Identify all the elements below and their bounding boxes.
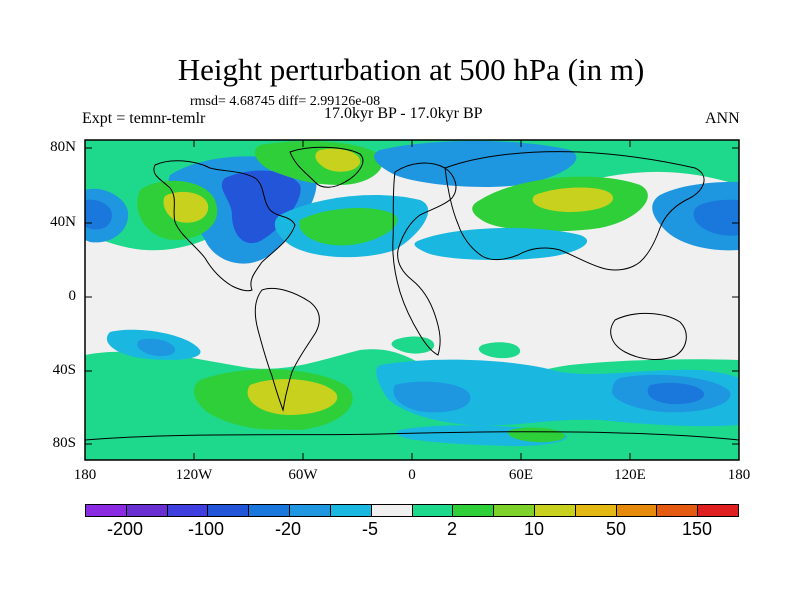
- experiment-label: Expt = temnr-temlr: [82, 110, 206, 127]
- equatorial-teal-b: [478, 342, 521, 359]
- colorbar-swatch: [616, 505, 658, 516]
- colorbar-swatch: [330, 505, 372, 516]
- colorbar-swatch: [86, 505, 127, 516]
- south-asia-blue: [414, 228, 588, 260]
- colorbar-swatch: [534, 505, 576, 516]
- longitude-tick-label: 120E: [614, 467, 646, 483]
- colorbar-swatch: [453, 505, 495, 516]
- season-label: ANN: [705, 110, 740, 127]
- north-pacific-east-dark: [693, 199, 739, 236]
- longitude-tick-label: 120W: [175, 467, 213, 483]
- longitude-tick-label: 0: [408, 467, 416, 483]
- north-america-dark-blue: [221, 170, 301, 244]
- longitude-tick-label: 180: [73, 467, 97, 483]
- antarctic-green: [508, 427, 566, 443]
- south-america-yellow: [247, 379, 338, 415]
- colorbar-swatch: [208, 505, 250, 516]
- south-america-coast: [254, 287, 320, 412]
- colorbar-swatch: [249, 505, 291, 516]
- colorbar-swatch: [167, 505, 209, 516]
- greenland-coast: [289, 146, 364, 188]
- map-title: Height perturbation at 500 hPa (in m): [177, 52, 645, 87]
- colorbar-label: 2: [446, 519, 457, 539]
- longitude-tick-label: 180: [727, 467, 751, 483]
- latitude-tick-label: 40N: [50, 214, 76, 230]
- colorbar-swatch: [371, 505, 413, 516]
- colorbar-label: 150: [681, 519, 713, 539]
- colorbar-swatch: [494, 505, 535, 516]
- australia-coast: [610, 312, 687, 360]
- colorbar-swatch: [290, 505, 331, 516]
- colorbar-swatch: [575, 505, 617, 516]
- greenland-yellow: [315, 148, 361, 172]
- colorbar-swatch: [412, 505, 454, 516]
- west-pacific-dark: [85, 199, 112, 230]
- north-america-coast: [153, 160, 296, 292]
- antarctica-coast: [85, 431, 739, 441]
- south-atlantic-blue: [393, 381, 471, 413]
- colorbar-label: -5: [361, 519, 378, 539]
- latitude-tick-label: 40S: [52, 362, 76, 378]
- europe-africa-coast: [392, 162, 457, 356]
- colorbar-swatch: [698, 505, 738, 516]
- colorbar-label: -200: [106, 519, 144, 539]
- colorbar-label: -20: [274, 519, 301, 539]
- colorbar: [85, 504, 739, 517]
- axis-ticks: [84, 140, 740, 460]
- latitude-tick-label: 0: [68, 288, 77, 304]
- latitude-tick-label: 80S: [52, 435, 76, 451]
- south-pacific-blue: [137, 338, 175, 357]
- indian-ocean-dark-blue: [647, 382, 705, 405]
- coastlines: [85, 146, 739, 441]
- colorbar-label: 50: [605, 519, 627, 539]
- longitude-tick-label: 60E: [508, 467, 534, 483]
- colorbar-swatch: [126, 505, 168, 516]
- colorbar-label: -100: [187, 519, 225, 539]
- asia-yellow: [532, 187, 613, 212]
- longitude-tick-label: 60W: [288, 467, 318, 483]
- stats-text: rmsd= 4.68745 diff= 2.99126e-08: [190, 94, 381, 109]
- asia-coast: [444, 151, 705, 271]
- colorbar-swatch: [657, 505, 699, 516]
- atlantic-green: [299, 208, 398, 246]
- period-label: 17.0kyr BP - 17.0kyr BP: [324, 105, 483, 122]
- latitude-tick-label: 80N: [50, 139, 76, 155]
- colorbar-label: 10: [523, 519, 545, 539]
